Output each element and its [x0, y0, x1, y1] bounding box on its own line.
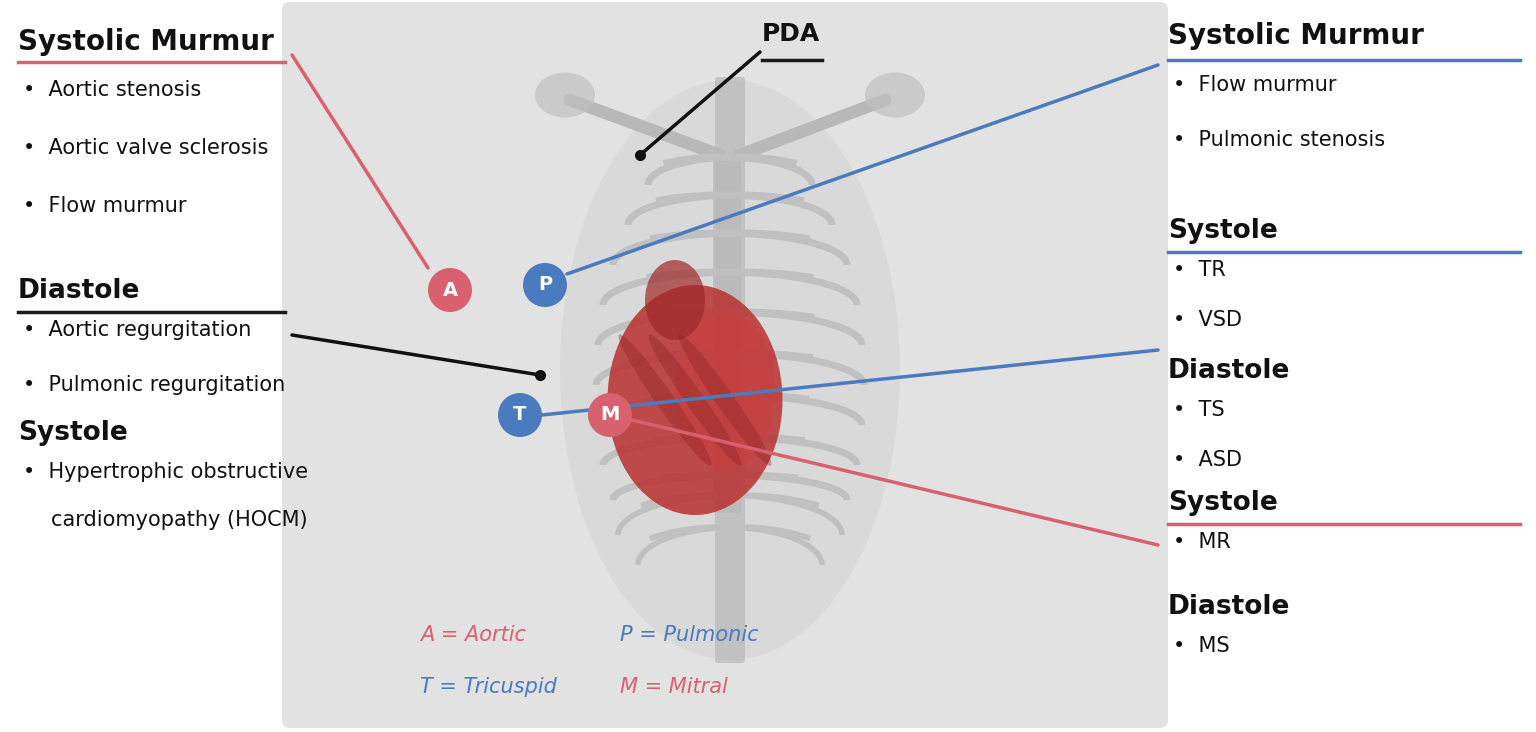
- Text: •  Flow murmur: • Flow murmur: [1174, 75, 1336, 95]
- Text: •  VSD: • VSD: [1174, 310, 1243, 330]
- Text: Diastole: Diastole: [1167, 594, 1290, 620]
- Text: •  Hypertrophic obstructive: • Hypertrophic obstructive: [23, 462, 309, 482]
- Text: Diastole: Diastole: [18, 278, 140, 304]
- Circle shape: [588, 393, 631, 437]
- Text: P = Pulmonic: P = Pulmonic: [621, 625, 759, 645]
- Text: cardiomyopathy (HOCM): cardiomyopathy (HOCM): [51, 510, 307, 530]
- Text: Systolic Murmur: Systolic Murmur: [18, 28, 273, 56]
- FancyBboxPatch shape: [283, 2, 1167, 728]
- Ellipse shape: [561, 80, 900, 660]
- Ellipse shape: [619, 335, 711, 466]
- Ellipse shape: [674, 310, 776, 470]
- Text: •  Flow murmur: • Flow murmur: [23, 196, 186, 216]
- Text: M: M: [601, 406, 619, 425]
- Text: Systole: Systole: [18, 420, 127, 446]
- Ellipse shape: [608, 285, 782, 515]
- Text: •  TR: • TR: [1174, 260, 1226, 280]
- Ellipse shape: [535, 72, 594, 118]
- Text: •  Aortic stenosis: • Aortic stenosis: [23, 80, 201, 100]
- Text: M = Mitral: M = Mitral: [621, 677, 728, 697]
- Text: •  Aortic valve sclerosis: • Aortic valve sclerosis: [23, 138, 269, 158]
- Text: •  MR: • MR: [1174, 532, 1230, 552]
- Circle shape: [429, 268, 472, 312]
- Text: •  ASD: • ASD: [1174, 450, 1243, 470]
- Circle shape: [522, 263, 567, 307]
- Text: P: P: [538, 275, 551, 294]
- Text: Diastole: Diastole: [1167, 358, 1290, 384]
- Text: PDA: PDA: [762, 22, 820, 46]
- Text: A: A: [442, 280, 458, 299]
- Ellipse shape: [679, 335, 771, 466]
- Text: Systole: Systole: [1167, 490, 1278, 516]
- Text: •  Pulmonic regurgitation: • Pulmonic regurgitation: [23, 375, 286, 395]
- Ellipse shape: [648, 335, 742, 466]
- Text: •  TS: • TS: [1174, 400, 1224, 420]
- Text: •  Aortic regurgitation: • Aortic regurgitation: [23, 320, 252, 340]
- FancyBboxPatch shape: [714, 77, 745, 663]
- Text: T: T: [513, 406, 527, 425]
- Ellipse shape: [645, 260, 705, 340]
- Text: A = Aortic: A = Aortic: [419, 625, 525, 645]
- Text: Systolic Murmur: Systolic Murmur: [1167, 22, 1424, 50]
- Circle shape: [498, 393, 542, 437]
- FancyBboxPatch shape: [713, 157, 740, 513]
- Text: T = Tricuspid: T = Tricuspid: [419, 677, 558, 697]
- Text: Systole: Systole: [1167, 218, 1278, 244]
- Text: •  Pulmonic stenosis: • Pulmonic stenosis: [1174, 130, 1385, 150]
- Text: •  MS: • MS: [1174, 636, 1230, 656]
- Ellipse shape: [865, 72, 925, 118]
